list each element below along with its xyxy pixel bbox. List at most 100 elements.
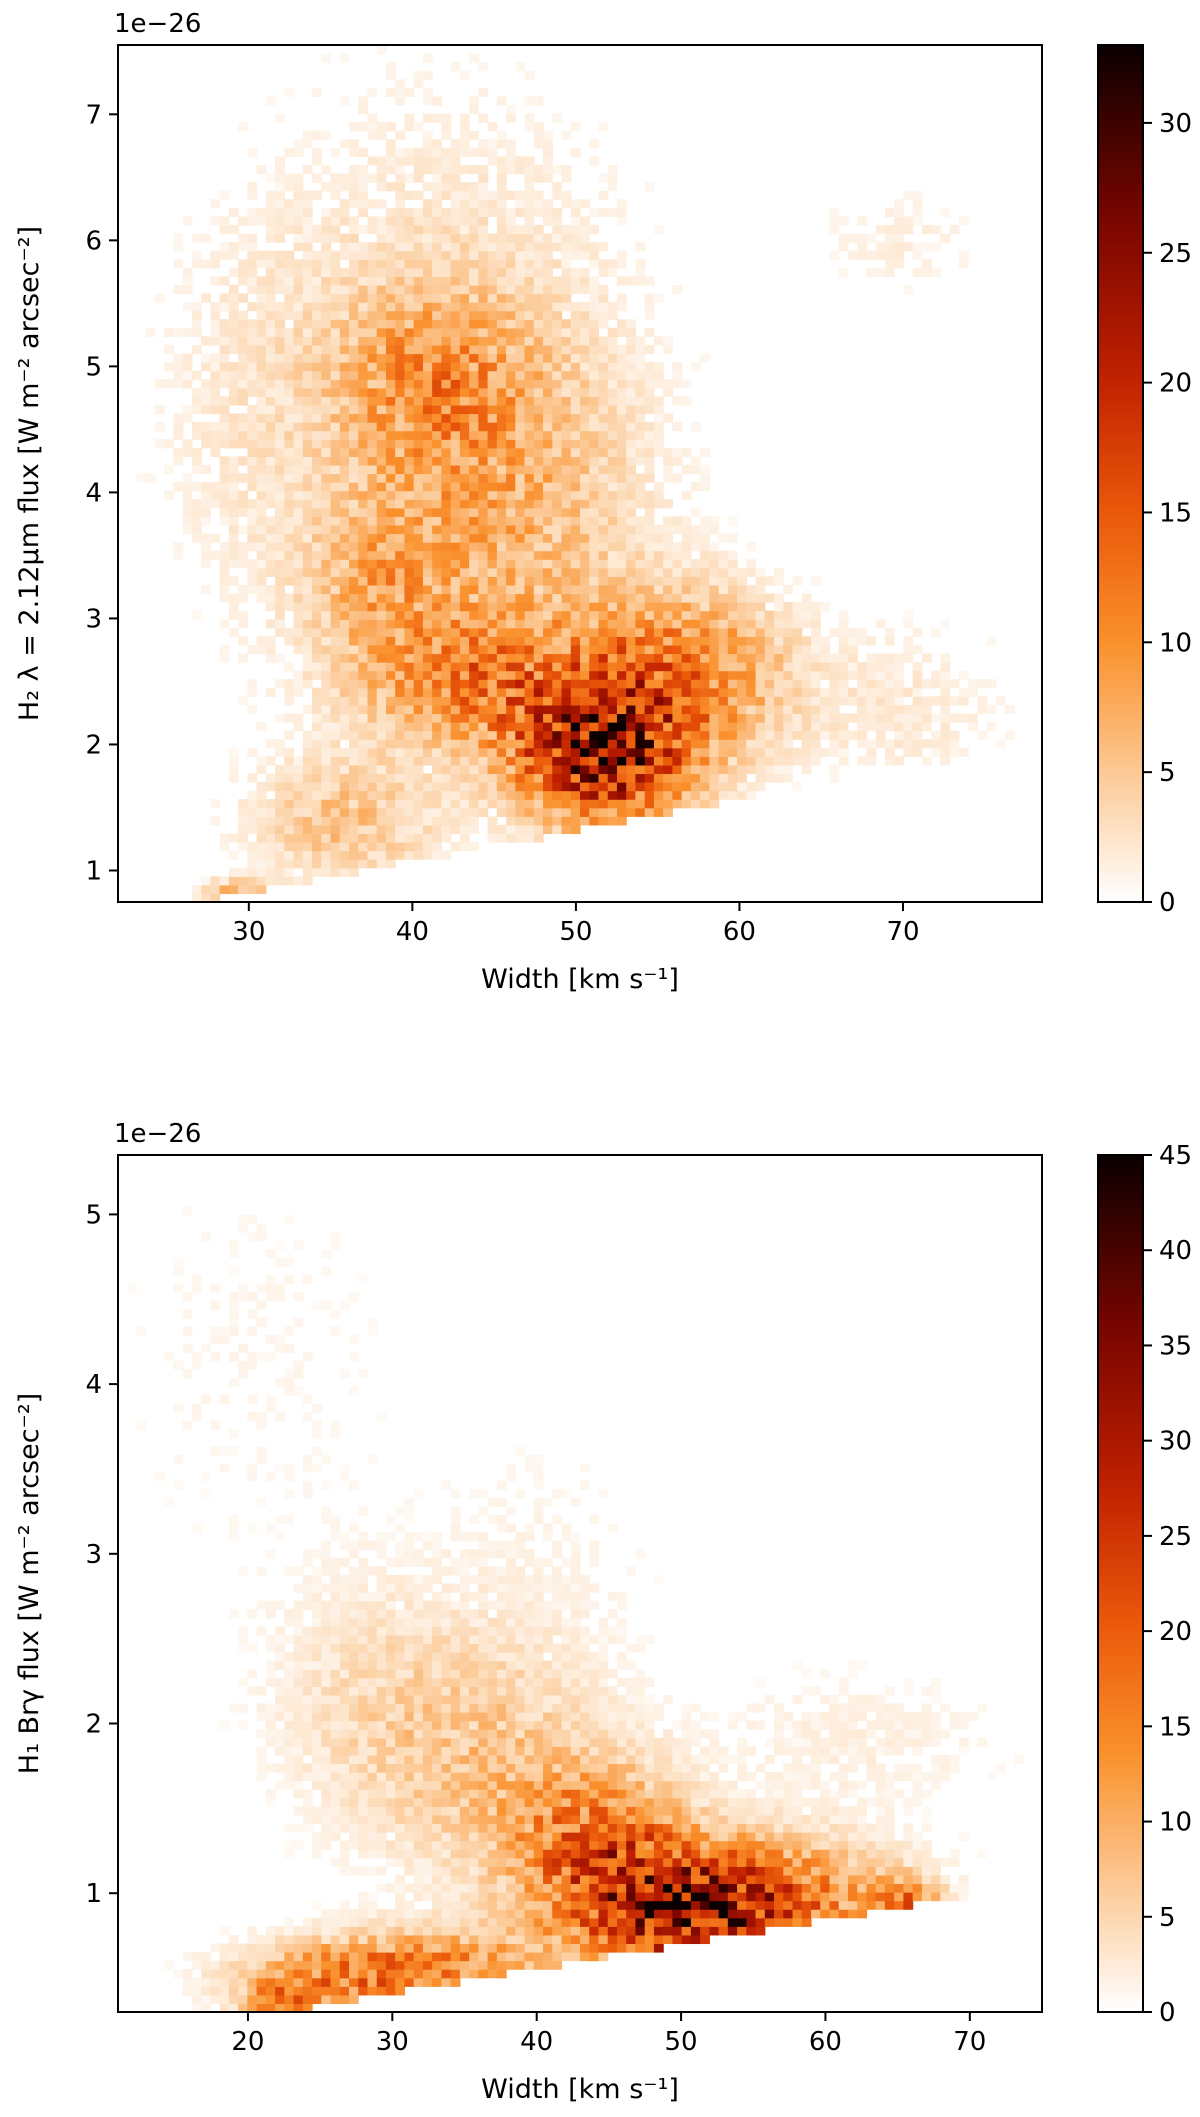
- heatmap-cell: [552, 636, 563, 646]
- heatmap-cell: [284, 1669, 295, 1679]
- heatmap-cell: [496, 387, 507, 397]
- heatmap-cell: [422, 747, 433, 757]
- heatmap-cell: [413, 413, 424, 423]
- heatmap-cell: [755, 576, 766, 586]
- heatmap-cell: [376, 550, 387, 560]
- heatmap-cell: [737, 704, 747, 715]
- heatmap-cell: [496, 670, 507, 680]
- heatmap-cell: [478, 370, 489, 380]
- heatmap-cell: [478, 336, 489, 346]
- heatmap-cell: [570, 653, 581, 663]
- heatmap-cell: [884, 224, 895, 235]
- heatmap-cell: [459, 302, 470, 312]
- heatmap-cell: [330, 404, 341, 415]
- heatmap-cell: [413, 404, 424, 415]
- heatmap-cell: [450, 387, 461, 397]
- heatmap-cell: [487, 507, 498, 517]
- heatmap-cell: [441, 422, 452, 432]
- heatmap-cell: [302, 567, 313, 577]
- heatmap-cell: [524, 687, 535, 697]
- heatmap-cell: [533, 199, 544, 209]
- heatmap-cell: [515, 713, 526, 723]
- heatmap-cell: [459, 696, 470, 706]
- heatmap-cell: [330, 267, 341, 277]
- heatmap-cell: [847, 653, 858, 663]
- heatmap-cell: [616, 439, 627, 449]
- heatmap-cell: [709, 799, 720, 809]
- heatmap-cell: [774, 662, 784, 672]
- heatmap-cell: [422, 636, 433, 646]
- heatmap-cell: [506, 533, 516, 543]
- heatmap-cell: [247, 516, 258, 526]
- heatmap-cell: [774, 670, 784, 680]
- heatmap-cell: [570, 816, 581, 826]
- heatmap-cell: [524, 233, 535, 243]
- heatmap-cell: [404, 739, 415, 749]
- heatmap-cell: [256, 764, 267, 775]
- heatmap-cell: [238, 310, 248, 320]
- heatmap-cell: [293, 139, 304, 149]
- heatmap-cell: [395, 276, 406, 286]
- heatmap-cell: [570, 310, 581, 320]
- heatmap-cell: [404, 173, 415, 183]
- heatmap-cell: [506, 242, 516, 252]
- heatmap-cell: [838, 627, 849, 637]
- heatmap-cell: [580, 199, 590, 209]
- heatmap-cell: [376, 542, 387, 552]
- heatmap-cell: [616, 404, 627, 415]
- heatmap-cell: [469, 730, 479, 740]
- heatmap-cell: [607, 259, 618, 269]
- heatmap-cell: [349, 602, 359, 612]
- heatmap-cell: [422, 850, 433, 860]
- heatmap-cell: [182, 490, 193, 500]
- heatmap-cell: [598, 293, 609, 303]
- heatmap-cell: [478, 747, 489, 757]
- heatmap-cell: [459, 130, 470, 140]
- heatmap-cell: [376, 156, 387, 166]
- heatmap-cell: [219, 302, 230, 312]
- heatmap-cell: [746, 713, 757, 723]
- heatmap-cell: [284, 1969, 295, 1979]
- heatmap-cell: [182, 404, 193, 415]
- heatmap-cell: [811, 730, 821, 740]
- heatmap-cell: [459, 293, 470, 303]
- heatmap-cell: [515, 662, 526, 672]
- heatmap-cell: [265, 396, 276, 406]
- heatmap-cell: [598, 387, 609, 397]
- heatmap-cell: [201, 533, 211, 543]
- heatmap-cell: [395, 559, 406, 569]
- heatmap-cell: [866, 713, 877, 723]
- heatmap-cell: [543, 233, 553, 243]
- heatmap-cell: [275, 387, 285, 397]
- heatmap-cell: [940, 730, 951, 740]
- heatmap-cell: [598, 576, 609, 586]
- heatmap-cell: [533, 224, 544, 235]
- heatmap-cell: [811, 747, 821, 757]
- heatmap-cell: [293, 850, 304, 860]
- heatmap-cell: [238, 867, 248, 877]
- heatmap-cell: [792, 782, 803, 792]
- heatmap-cell: [903, 224, 914, 235]
- heatmap-cell: [432, 842, 442, 852]
- heatmap-cell: [506, 602, 516, 612]
- heatmap-cell: [607, 310, 618, 320]
- heatmap-cell: [570, 824, 581, 835]
- heatmap-cell: [201, 293, 211, 303]
- heatmap-cell: [478, 704, 489, 715]
- heatmap-cell: [413, 593, 424, 603]
- heatmap-cell: [385, 344, 396, 355]
- heatmap-cell: [321, 242, 332, 252]
- heatmap-cell: [552, 284, 563, 295]
- heatmap-cell: [783, 764, 794, 775]
- heatmap-cell: [275, 190, 285, 200]
- heatmap-cell: [524, 807, 535, 817]
- heatmap-cell: [265, 644, 276, 655]
- heatmap-cell: [783, 696, 794, 706]
- heatmap-cell: [358, 704, 369, 715]
- heatmap-cell: [857, 696, 868, 706]
- heatmap-cell: [589, 790, 600, 800]
- heatmap-cell: [496, 696, 507, 706]
- heatmap-cell: [302, 353, 313, 363]
- heatmap-cell: [385, 207, 396, 217]
- heatmap-cell: [774, 696, 784, 706]
